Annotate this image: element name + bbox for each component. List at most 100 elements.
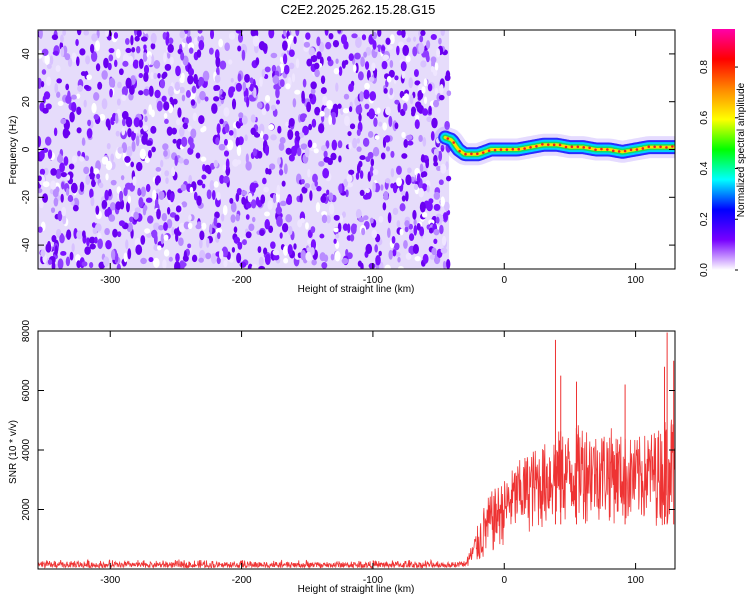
noise-cell [270, 52, 278, 59]
noise-cell [47, 259, 53, 265]
noise-cell [273, 84, 278, 90]
noise-cell [316, 36, 321, 47]
noise-cell [414, 80, 421, 86]
noise-cell [389, 60, 394, 68]
noise-cell [250, 199, 257, 209]
noise-cell [177, 107, 182, 118]
noise-cell [81, 137, 86, 146]
noise-cell [300, 143, 308, 150]
noise-cell [319, 110, 325, 117]
noise-cell [121, 110, 129, 120]
noise-cell [198, 115, 205, 125]
noise-cell [241, 115, 248, 125]
noise-cell [372, 146, 380, 157]
noise-cell [310, 54, 318, 63]
noise-cell [123, 187, 128, 197]
noise-cell [279, 79, 285, 87]
noise-cell [66, 229, 72, 240]
noise-cell [373, 117, 378, 128]
noise-cell [301, 90, 305, 102]
noise-cell [235, 137, 240, 148]
noise-cell [296, 147, 302, 157]
colorbar-tick-label: 0.2 [699, 212, 710, 226]
noise-cell [135, 135, 140, 147]
noise-cell [418, 42, 425, 54]
noise-cell [188, 214, 192, 221]
noise-cell [436, 165, 442, 172]
noise-cell [199, 90, 206, 101]
noise-cell [332, 39, 340, 48]
noise-cell [352, 137, 358, 149]
noise-cell [210, 253, 217, 264]
noise-cell [105, 30, 109, 38]
noise-cell [140, 235, 146, 245]
signal-peak [611, 149, 615, 153]
noise-cell [342, 108, 350, 114]
noise-cell [103, 256, 110, 267]
noise-cell [154, 89, 161, 99]
noise-cell [433, 191, 441, 200]
noise-cell [163, 249, 170, 257]
noise-cell [371, 62, 376, 72]
x-tick-label: 100 [627, 275, 644, 286]
noise-cell [121, 127, 126, 136]
noise-cell [115, 130, 120, 137]
noise-cell [310, 226, 316, 234]
signal-peak [505, 148, 509, 151]
noise-cell [169, 56, 174, 65]
noise-cell [117, 81, 122, 89]
noise-cell [338, 155, 342, 163]
noise-cell [38, 188, 43, 194]
noise-cell [178, 157, 184, 164]
noise-cell [181, 94, 186, 102]
noise-cell [326, 215, 331, 224]
noise-cell [155, 175, 161, 184]
noise-cell [405, 191, 409, 202]
noise-cell [178, 237, 184, 247]
noise-cell [169, 96, 174, 103]
noise-cell [299, 217, 306, 224]
signal-peak [458, 149, 461, 153]
noise-cell [281, 180, 286, 187]
noise-cell [337, 222, 342, 233]
noise-cell [148, 85, 154, 97]
noise-cell [77, 84, 83, 92]
noise-cell [213, 159, 219, 168]
noise-cell [444, 120, 450, 130]
noise-cell [282, 40, 288, 51]
noise-cell [445, 175, 452, 182]
noise-cell [169, 192, 175, 203]
noise-cell [397, 101, 401, 113]
noise-cell [143, 64, 150, 75]
noise-cell [38, 30, 43, 40]
noise-cell [175, 205, 182, 213]
noise-cell [213, 181, 219, 188]
noise-cell [38, 175, 42, 182]
noise-cell [285, 83, 291, 90]
noise-cell [62, 30, 67, 36]
noise-cell [160, 233, 164, 245]
noise-cell [90, 166, 94, 176]
signal-peak [570, 145, 574, 148]
noise-cell [359, 155, 366, 161]
noise-cell [330, 111, 337, 119]
spectrogram-y-label: Frequency (Hz) [8, 116, 19, 185]
noise-cell [432, 99, 440, 108]
signal-track [434, 126, 675, 166]
noise-cell [310, 88, 316, 95]
noise-cell [364, 103, 370, 110]
noise-cell [93, 168, 100, 175]
noise-cell [341, 257, 349, 265]
noise-cell [191, 85, 197, 94]
noise-cell [124, 156, 131, 163]
colorbar-tick-label: 0.0 [699, 263, 710, 277]
noise-cell [75, 56, 80, 67]
noise-cell [195, 152, 201, 159]
noise-cell [345, 189, 349, 198]
x-tick-label: 0 [501, 575, 507, 586]
noise-cell [375, 255, 381, 266]
noise-cell [311, 259, 317, 266]
noise-cell [277, 125, 282, 134]
noise-cell [110, 153, 115, 162]
noise-cell [413, 183, 419, 190]
